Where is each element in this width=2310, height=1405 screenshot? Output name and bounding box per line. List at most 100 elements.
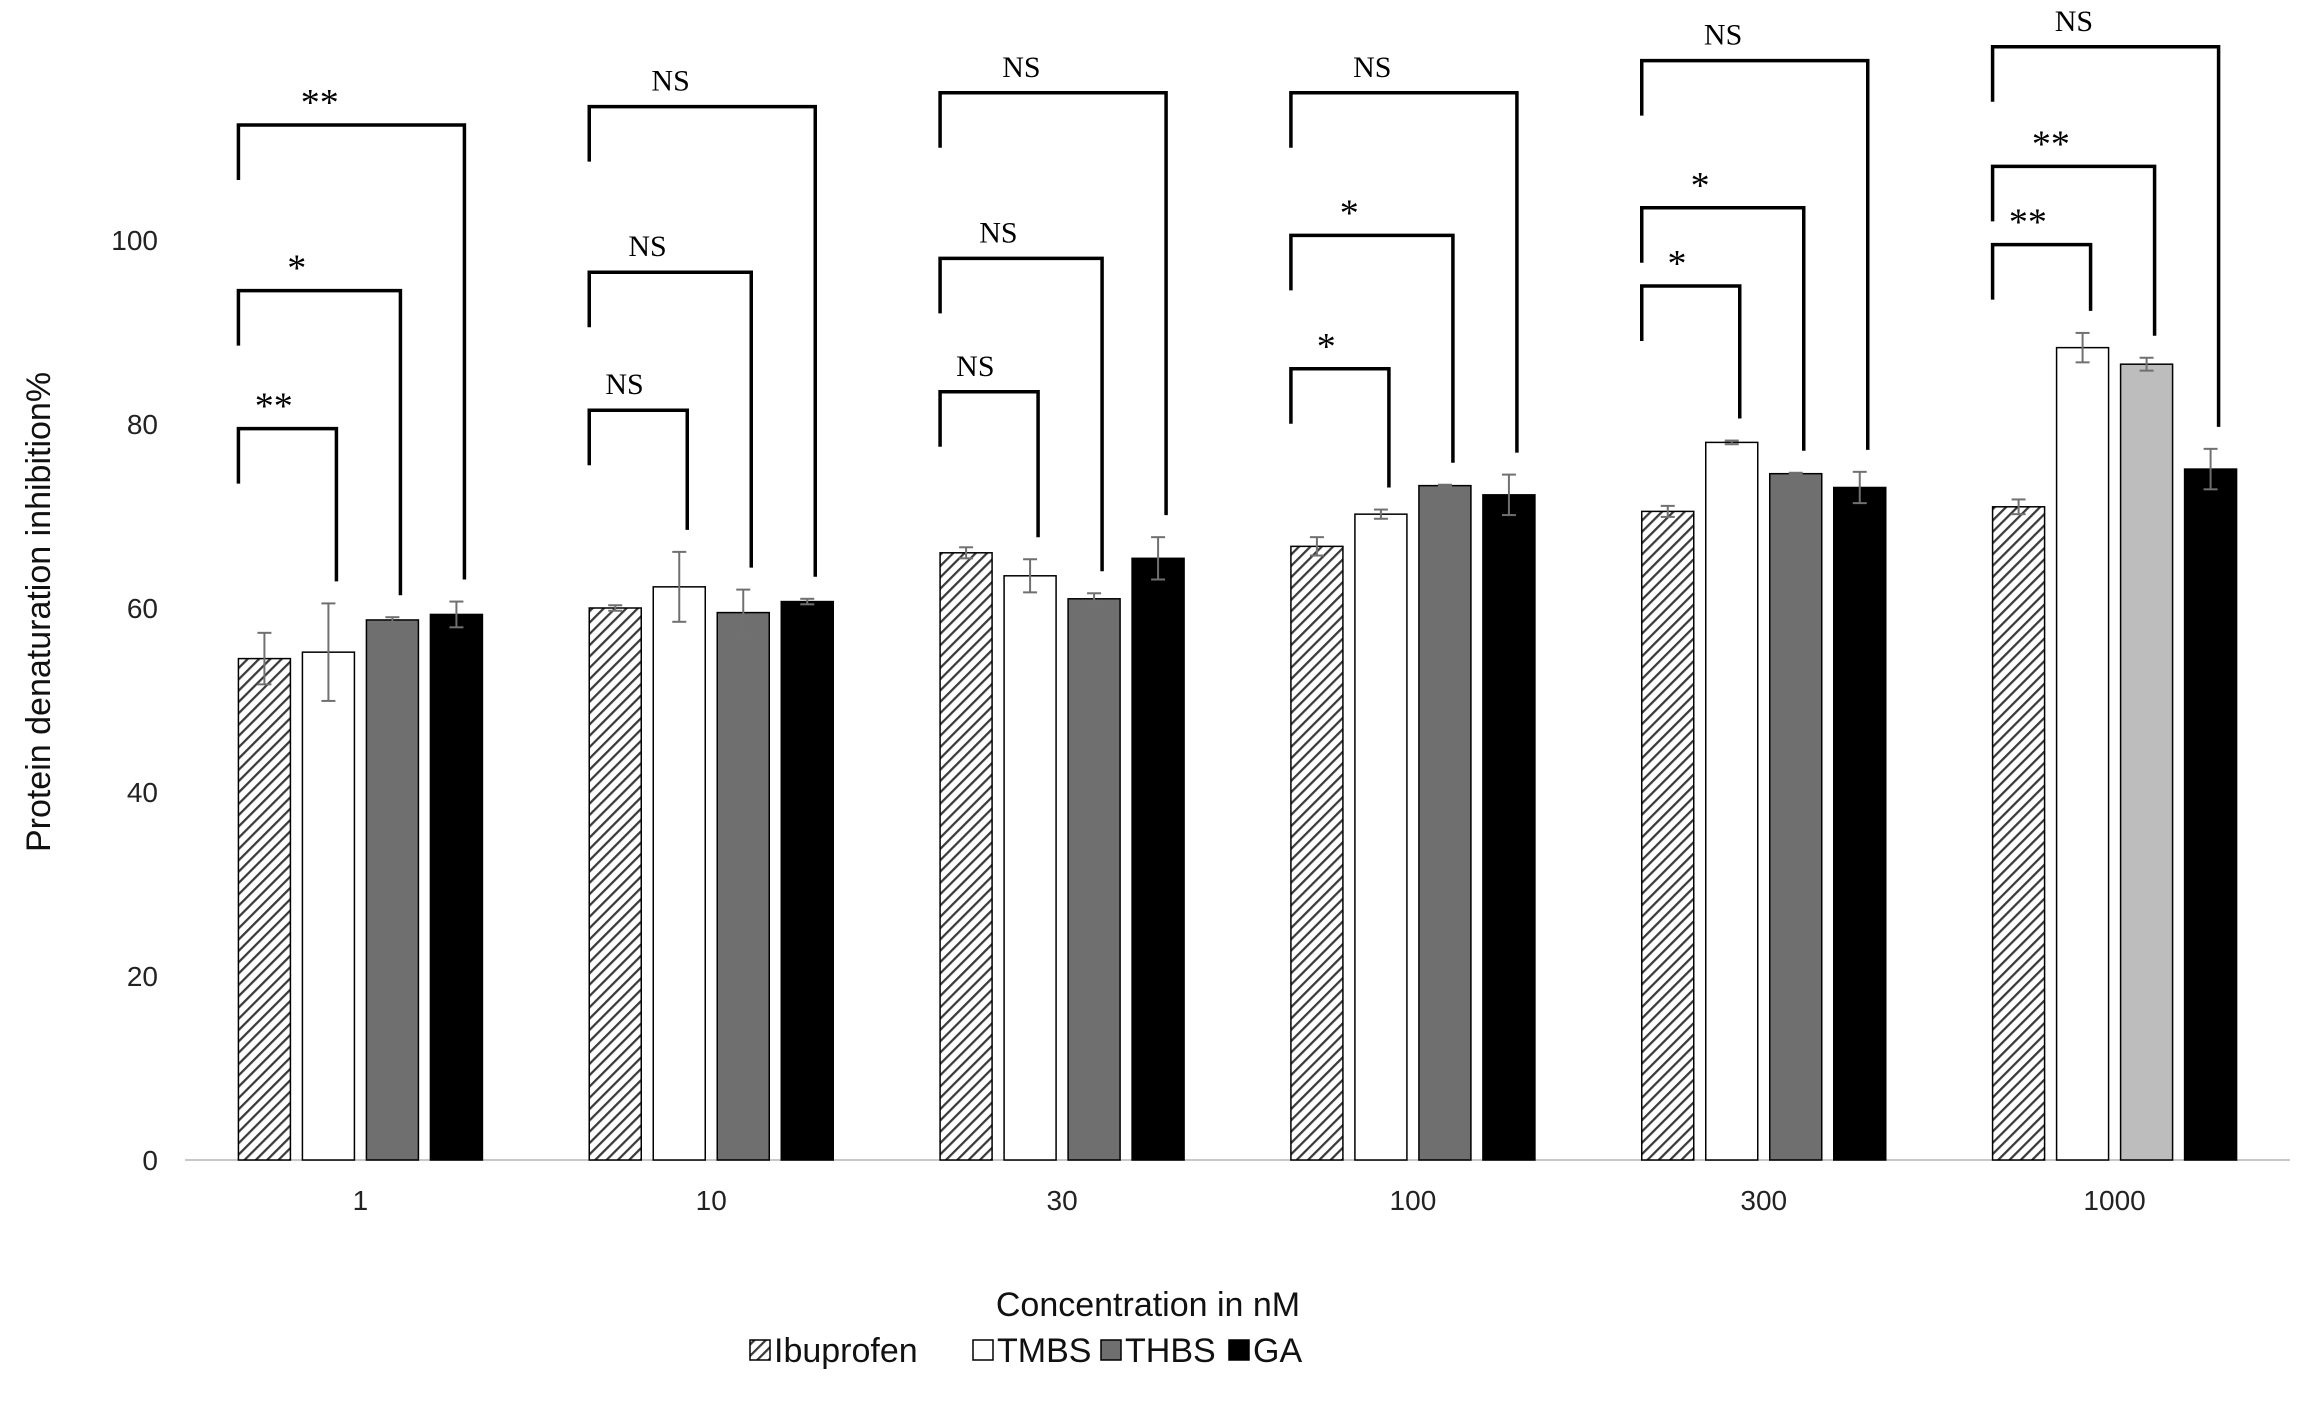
bar-ga-10 [780, 600, 834, 1161]
bar-thbs-1000 [2119, 363, 2174, 1161]
legend-swatch [749, 1339, 771, 1361]
error-bar [800, 597, 815, 606]
significance-bracket: NS [1640, 19, 1870, 450]
x-tick-label: 30 [1047, 1185, 1078, 1216]
significance-label: * [1317, 326, 1336, 368]
bar-ibuprofen-100 [1290, 545, 1344, 1161]
legend-swatch [972, 1339, 994, 1361]
significance-label: NS [979, 216, 1017, 249]
bar-ibuprofen-10 [588, 607, 642, 1161]
significance-bracket: * [1640, 165, 1806, 451]
error-bar [321, 602, 336, 702]
significance-bracket: NS [1990, 5, 2221, 427]
significance-bracket: * [236, 248, 403, 596]
legend-label: GA [1253, 1332, 1302, 1370]
significance-label: ** [2009, 202, 2047, 244]
significance-bracket: ** [1990, 202, 2093, 311]
y-tick-label: 20 [127, 961, 158, 992]
significance-label: ** [2032, 123, 2070, 165]
bar-thbs-300 [1769, 472, 1823, 1161]
significance-bracket: ** [236, 82, 467, 580]
error-bar [1852, 470, 1867, 505]
significance-bracket: * [1289, 192, 1455, 463]
significance-bracket: NS [938, 350, 1040, 538]
legend-swatch [1228, 1339, 1250, 1361]
legend-label: TMBS [997, 1332, 1091, 1370]
x-tick-label: 100 [1390, 1185, 1437, 1216]
bar-thbs-10 [716, 611, 770, 1161]
significance-label: NS [956, 350, 994, 383]
error-bar [1023, 558, 1038, 594]
bar-ibuprofen-30 [939, 552, 993, 1161]
significance-label: NS [1002, 51, 1040, 84]
bar-ibuprofen-1 [237, 657, 292, 1161]
error-bar [2139, 356, 2154, 372]
bar-ga-300 [1833, 486, 1887, 1161]
error-bar [672, 550, 687, 623]
y-tick-label: 0 [142, 1145, 158, 1176]
bar-ga-100 [1482, 494, 1536, 1161]
y-tick-label: 80 [127, 409, 158, 440]
x-tick-label: 300 [1740, 1185, 1787, 1216]
legend-item-ibuprofen: Ibuprofen [749, 1332, 918, 1370]
error-bar [608, 604, 623, 612]
error-bar [959, 546, 974, 560]
bar-tmbs-10 [652, 586, 706, 1161]
bars [237, 331, 2238, 1161]
bar-tmbs-1000 [2055, 346, 2110, 1161]
y-axis-title: Protein denaturation inhibition% [20, 372, 58, 852]
error-bar [257, 631, 272, 686]
significance-bracket: * [1289, 326, 1391, 488]
error-bar [1788, 471, 1803, 476]
error-bar [736, 588, 751, 637]
x-tick-label: 10 [696, 1185, 727, 1216]
bar-ibuprofen-300 [1641, 510, 1695, 1161]
error-bar [1087, 592, 1102, 606]
bar-thbs-100 [1418, 484, 1472, 1161]
error-bar [1309, 536, 1324, 557]
significance-label: NS [605, 368, 643, 401]
bar-ibuprofen-1000 [1991, 506, 2046, 1161]
significance-label: NS [2055, 5, 2093, 38]
x-axis-title: Concentration in nM [996, 1286, 1300, 1324]
bar-thbs-30 [1067, 598, 1121, 1161]
error-bar [2203, 447, 2218, 491]
bar-tmbs-100 [1354, 513, 1408, 1161]
bar-ga-1000 [2183, 468, 2238, 1161]
axes: 0 20 40 60 80 100 1 10 30 100 300 1000 [111, 225, 2290, 1216]
legend-item-tmbs: TMBS [972, 1332, 1091, 1370]
significance-bracket: NS [938, 51, 1168, 516]
error-bar [2011, 498, 2026, 516]
error-bar [1437, 483, 1452, 488]
bar-tmbs-300 [1705, 441, 1759, 1161]
x-tick-label: 1000 [2083, 1185, 2145, 1216]
bar-ga-30 [1131, 557, 1185, 1161]
legend-label: THBS [1125, 1332, 1216, 1370]
error-bar [1660, 504, 1675, 518]
significance-bracket: NS [587, 368, 689, 530]
bar-tmbs-1 [301, 651, 356, 1161]
error-bar [1151, 536, 1166, 581]
y-tick-label: 60 [127, 593, 158, 624]
significance-label: ** [255, 386, 293, 428]
significance-bracket: ** [236, 386, 339, 582]
significance-label: NS [1704, 19, 1742, 52]
significance-label: * [287, 248, 306, 290]
legend-label: Ibuprofen [774, 1332, 918, 1370]
y-tick-label: 40 [127, 777, 158, 808]
y-tick-label: 100 [111, 225, 158, 256]
x-tick-label: 1 [353, 1185, 369, 1216]
error-bar [385, 616, 400, 624]
significance-label: * [1691, 165, 1710, 207]
bar-tmbs-30 [1003, 575, 1057, 1161]
significance-bracket: NS [587, 230, 753, 568]
significance-bracket: * [1640, 243, 1742, 419]
legend-item-thbs: THBS [1100, 1332, 1216, 1370]
significance-label: ** [301, 82, 339, 124]
error-bar [2075, 331, 2090, 364]
significance-label: NS [651, 65, 689, 98]
significance-label: NS [628, 230, 666, 263]
error-bar [1724, 439, 1739, 446]
significance-bracket: NS [587, 65, 817, 577]
